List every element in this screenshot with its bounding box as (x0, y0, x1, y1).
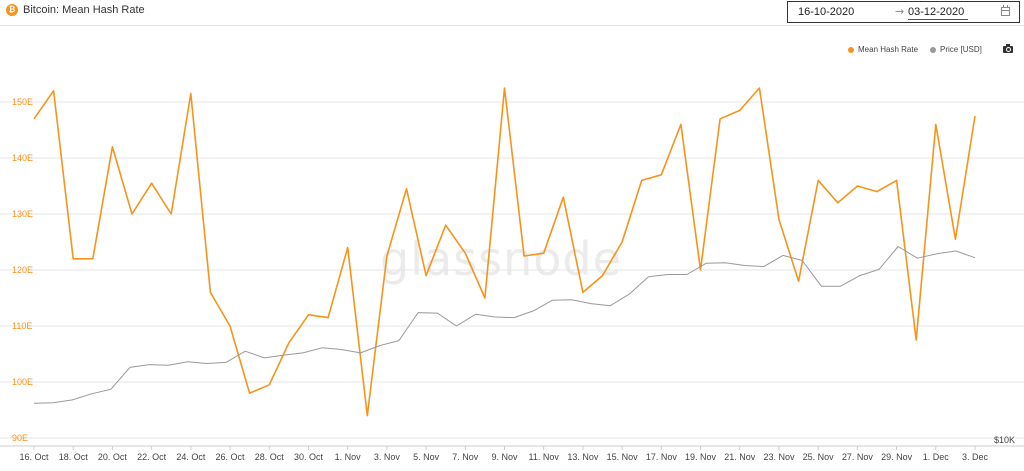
x-tick-label: 9. Nov (491, 452, 518, 462)
x-tick-label: 7. Nov (452, 452, 479, 462)
camera-icon[interactable] (1003, 44, 1013, 53)
watermark: glassnode (380, 232, 622, 286)
arrow-right-icon: → (895, 5, 905, 18)
x-tick-label: 18. Oct (59, 452, 89, 462)
y-tick-label: 110E (12, 321, 32, 331)
legend-dot-hash-rate (848, 46, 854, 53)
legend-item-hash-rate[interactable]: Mean Hash Rate (848, 45, 918, 54)
chart-legend: Mean Hash Rate Price [USD] (848, 45, 994, 54)
x-tick-label: 1. Dec (923, 452, 950, 462)
bitcoin-icon: ₿ (6, 4, 18, 16)
x-tick-label: 16. Oct (19, 452, 49, 462)
legend-item-price[interactable]: Price [USD] (930, 45, 982, 54)
chart-title: Bitcoin: Mean Hash Rate (23, 4, 145, 16)
x-tick-label: 3. Nov (374, 452, 401, 462)
date-end-underline (908, 19, 968, 20)
date-start-input[interactable]: 16-10-2020 (798, 6, 855, 18)
legend-label-hash-rate: Mean Hash Rate (858, 45, 919, 54)
x-tick-label: 27. Nov (842, 452, 874, 462)
x-tick-label: 17. Nov (646, 452, 678, 462)
x-tick-label: 11. Nov (529, 452, 560, 462)
x-tick-label: 20. Oct (98, 452, 128, 462)
hash-rate-series-line (33, 87, 976, 417)
x-tick-label: 3. Dec (962, 452, 989, 462)
y-tick-label: 100E (12, 377, 33, 387)
x-tick-label: 29. Nov (881, 452, 913, 462)
y-tick-label: 120E (12, 265, 33, 275)
y-tick-label: 150E (12, 97, 33, 107)
chart-header: ₿ Bitcoin: Mean Hash Rate 16-10-2020 → 0… (0, 0, 1024, 26)
x-tick-label: 22. Oct (137, 452, 167, 462)
calendar-icon[interactable] (1001, 5, 1010, 16)
y-tick-label: 90E (12, 433, 28, 443)
y-right-tick-label: $10K (994, 435, 1015, 445)
x-tick-label: 21. Nov (724, 452, 756, 462)
x-tick-label: 28. Oct (255, 452, 285, 462)
x-tick-label: 25. Nov (803, 452, 835, 462)
x-tick-label: 13. Nov (567, 452, 599, 462)
x-tick-label: 1. Nov (335, 452, 362, 462)
x-tick-label: 26. Oct (216, 452, 246, 462)
price-series-line (33, 246, 976, 404)
legend-label-price: Price [USD] (940, 45, 982, 54)
y-tick-label: 140E (12, 153, 33, 163)
x-tick-label: 5. Nov (413, 452, 440, 462)
x-tick-label: 30. Oct (294, 452, 324, 462)
header-divider (0, 25, 1024, 26)
title-group: ₿ Bitcoin: Mean Hash Rate (6, 4, 145, 16)
x-tick-label: 19. Nov (685, 452, 717, 462)
x-tick-label: 24. Oct (176, 452, 206, 462)
x-tick-label: 23. Nov (763, 452, 795, 462)
date-range-picker[interactable]: 16-10-2020 → 03-12-2020 (787, 1, 1020, 23)
date-end-input[interactable]: 03-12-2020 (908, 6, 965, 18)
y-tick-label: 130E (12, 209, 33, 219)
x-tick-label: 15. Nov (607, 452, 639, 462)
legend-dot-price (930, 46, 937, 53)
